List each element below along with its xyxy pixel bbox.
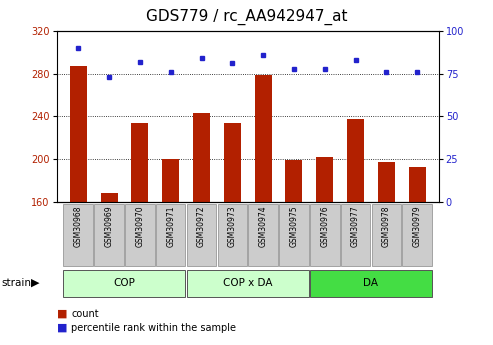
- Text: ■: ■: [57, 309, 67, 319]
- Bar: [162, 159, 179, 202]
- Text: ■: ■: [57, 323, 67, 333]
- FancyBboxPatch shape: [64, 204, 93, 266]
- Text: GSM30970: GSM30970: [136, 205, 144, 247]
- Text: DA: DA: [363, 278, 379, 288]
- Text: GSM30975: GSM30975: [289, 205, 298, 247]
- FancyBboxPatch shape: [156, 204, 185, 266]
- Bar: [255, 75, 272, 202]
- Text: GSM30972: GSM30972: [197, 205, 206, 247]
- Bar: [317, 157, 333, 202]
- FancyBboxPatch shape: [248, 204, 278, 266]
- Text: ▶: ▶: [31, 278, 39, 288]
- FancyBboxPatch shape: [187, 204, 216, 266]
- FancyBboxPatch shape: [279, 204, 309, 266]
- Text: GDS779 / rc_AA942947_at: GDS779 / rc_AA942947_at: [146, 9, 347, 25]
- Bar: [132, 123, 148, 202]
- Text: GSM30968: GSM30968: [74, 205, 83, 247]
- Bar: [347, 119, 364, 202]
- Text: COP x DA: COP x DA: [223, 278, 273, 288]
- Text: GSM30976: GSM30976: [320, 205, 329, 247]
- Bar: [70, 66, 87, 202]
- Bar: [101, 193, 117, 202]
- Text: strain: strain: [1, 278, 31, 288]
- Text: GSM30969: GSM30969: [105, 205, 113, 247]
- Text: GSM30973: GSM30973: [228, 205, 237, 247]
- Text: GSM30979: GSM30979: [413, 205, 422, 247]
- FancyBboxPatch shape: [217, 204, 247, 266]
- FancyBboxPatch shape: [310, 269, 432, 297]
- FancyBboxPatch shape: [341, 204, 370, 266]
- FancyBboxPatch shape: [187, 269, 309, 297]
- Bar: [193, 113, 210, 202]
- FancyBboxPatch shape: [402, 204, 432, 266]
- FancyBboxPatch shape: [310, 204, 340, 266]
- FancyBboxPatch shape: [64, 269, 185, 297]
- FancyBboxPatch shape: [94, 204, 124, 266]
- FancyBboxPatch shape: [125, 204, 155, 266]
- Text: percentile rank within the sample: percentile rank within the sample: [71, 323, 237, 333]
- Text: COP: COP: [113, 278, 136, 288]
- Text: count: count: [71, 309, 99, 319]
- Bar: [378, 162, 395, 202]
- Text: GSM30971: GSM30971: [166, 205, 175, 247]
- Text: GSM30978: GSM30978: [382, 205, 391, 247]
- Bar: [409, 167, 425, 202]
- Text: GSM30977: GSM30977: [351, 205, 360, 247]
- FancyBboxPatch shape: [372, 204, 401, 266]
- Bar: [224, 123, 241, 202]
- Text: GSM30974: GSM30974: [259, 205, 268, 247]
- Bar: [285, 160, 302, 202]
